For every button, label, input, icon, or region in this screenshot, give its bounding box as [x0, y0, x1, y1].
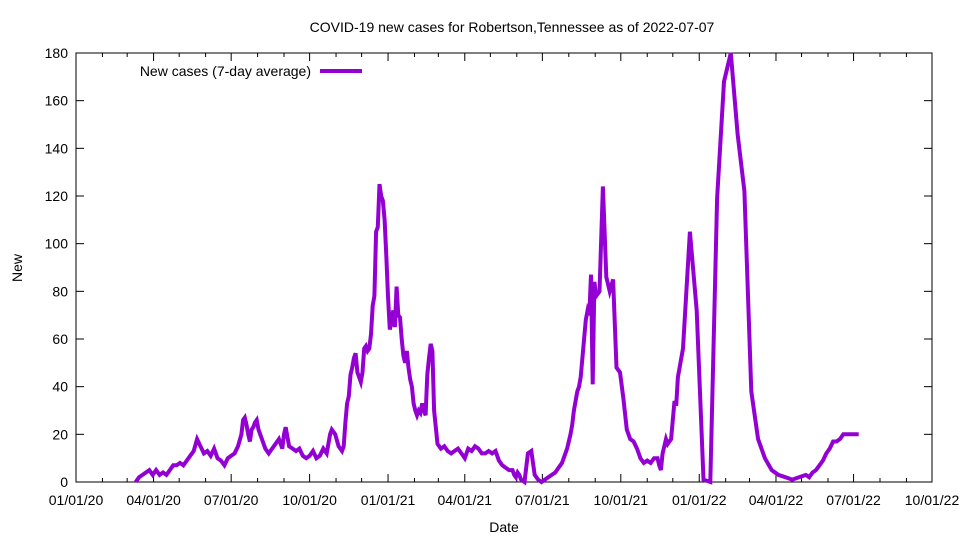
legend-label: New cases (7-day average)	[140, 63, 311, 79]
x-axis-label: Date	[489, 519, 519, 535]
series-line-0	[134, 52, 859, 486]
y-tick-label: 60	[52, 331, 68, 347]
y-tick-label: 120	[45, 188, 69, 204]
x-tick-label: 01/01/22	[672, 492, 727, 508]
x-tick-label: 01/01/20	[49, 492, 104, 508]
y-tick-label: 100	[45, 236, 69, 252]
y-tick-label: 180	[45, 45, 69, 61]
y-tick-label: 40	[52, 379, 68, 395]
x-tick-label: 07/01/21	[515, 492, 570, 508]
y-axis: 0 20 40 60 80 100 120 140 160 180	[45, 45, 932, 490]
y-tick-label: 160	[45, 93, 69, 109]
x-tick-label: 10/01/22	[905, 492, 960, 508]
y-tick-label: 80	[52, 283, 68, 299]
plot-frame	[75, 52, 933, 483]
x-tick-label: 04/01/22	[749, 492, 804, 508]
x-tick-label: 01/01/21	[361, 492, 416, 508]
x-tick-label: 10/01/20	[282, 492, 337, 508]
x-tick-label: 10/01/21	[594, 492, 649, 508]
y-tick-label: 0	[60, 474, 68, 490]
x-tick-label: 07/01/22	[826, 492, 881, 508]
y-tick-label: 140	[45, 140, 69, 156]
series-layer	[134, 52, 859, 486]
y-axis-label: New	[9, 253, 25, 282]
y-tick-label: 20	[52, 426, 68, 442]
chart-title: COVID-19 new cases for Robertson,Tenness…	[310, 19, 715, 35]
x-tick-label: 07/01/20	[204, 492, 259, 508]
x-tick-label: 04/01/20	[126, 492, 181, 508]
legend: New cases (7-day average)	[140, 63, 362, 79]
x-tick-label: 04/01/21	[438, 492, 493, 508]
x-axis: 01/01/20 04/01/20 07/01/20 10/01/20 01/01/21…	[49, 53, 960, 508]
